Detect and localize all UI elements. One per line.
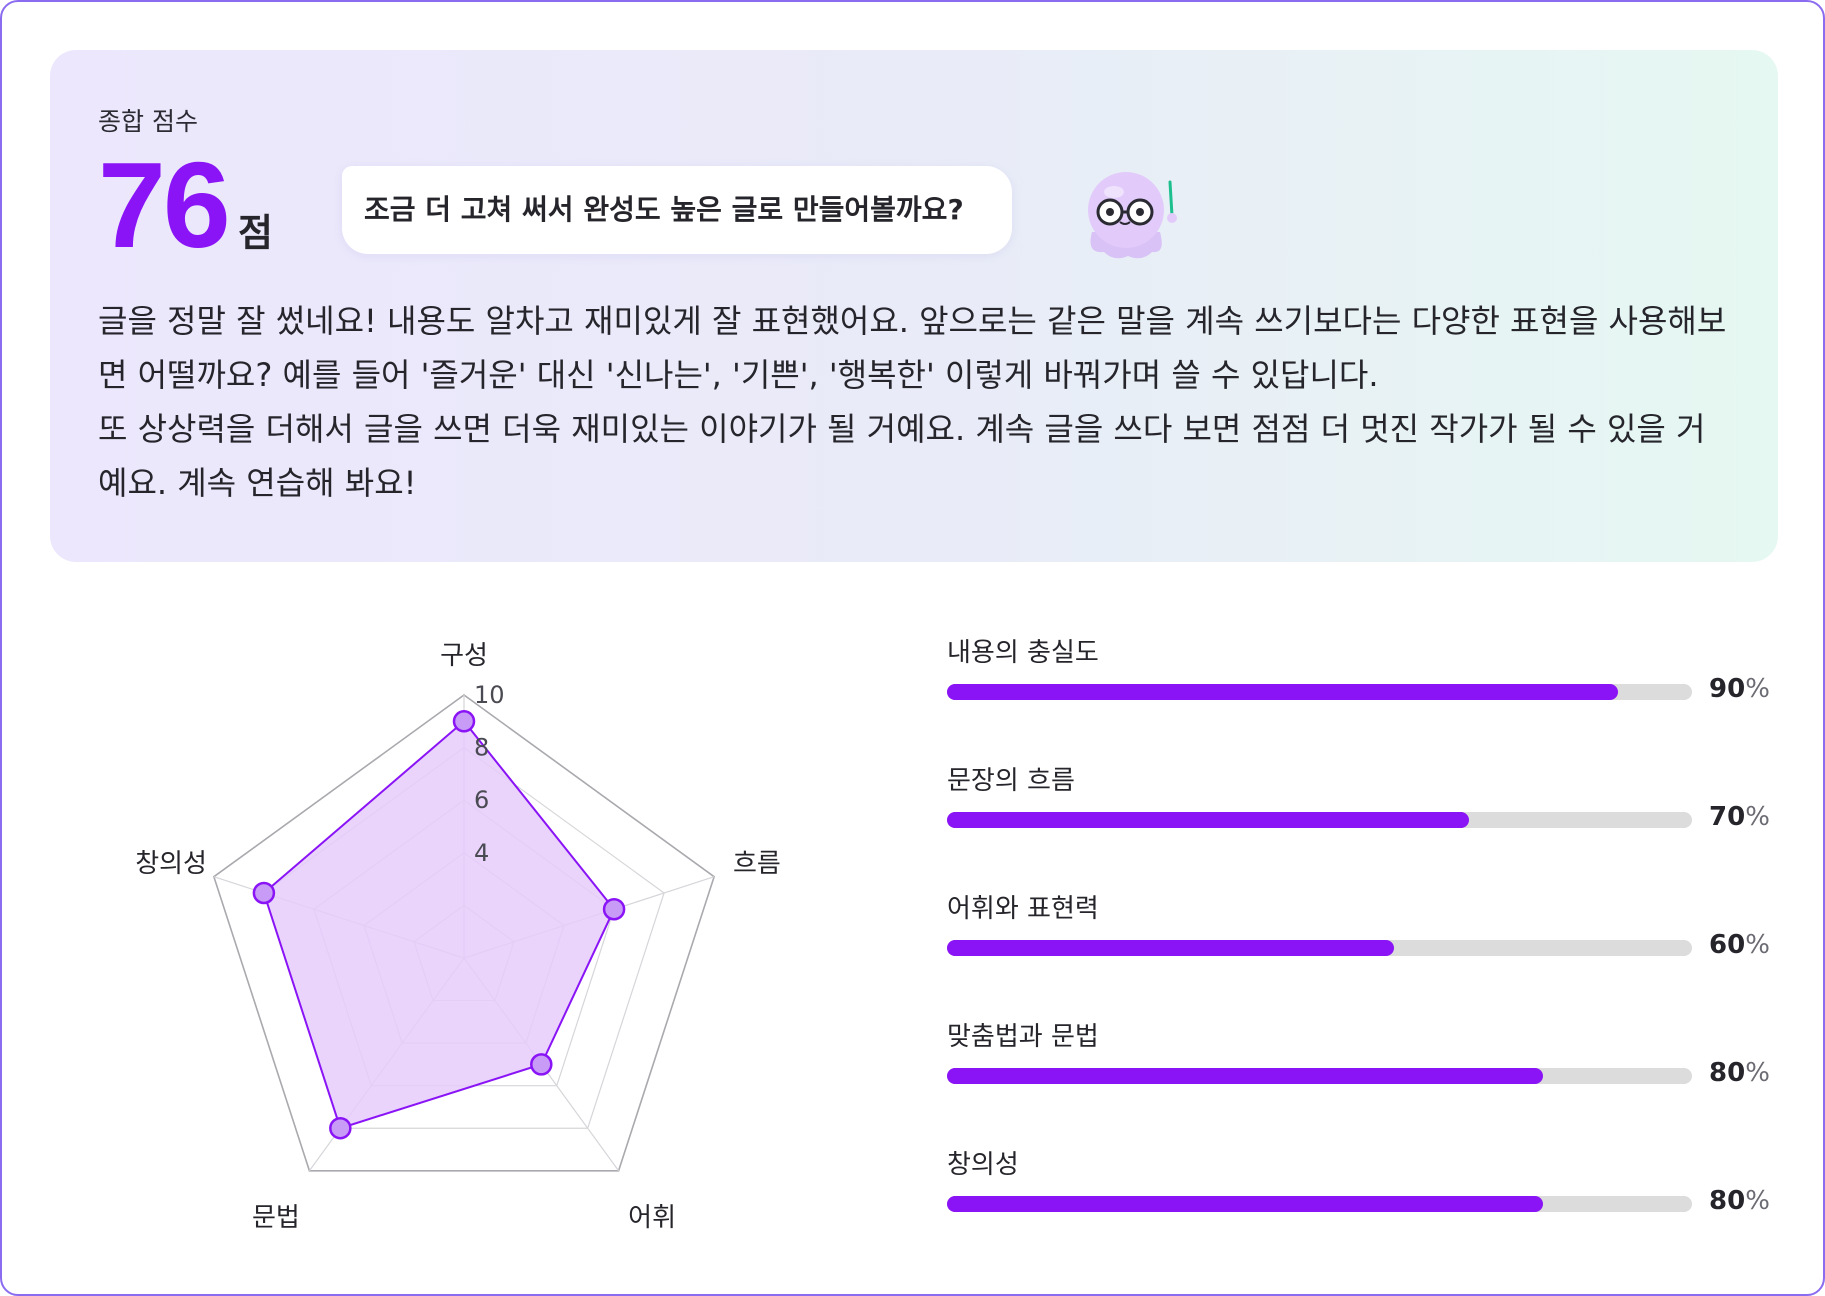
speech-bubble: 조금 더 고쳐 써서 완성도 높은 글로 만들어볼까요? [342, 166, 1012, 254]
bar-value-label: 60% [1709, 930, 1770, 960]
bar-track [947, 940, 1692, 956]
bar-label: 창의성 [947, 1150, 1019, 1180]
bar-value-label: 80% [1709, 1058, 1770, 1088]
radar-point-4 [329, 1116, 352, 1140]
bar-value-number: 60 [1709, 930, 1746, 960]
bar-value-label: 90% [1709, 674, 1770, 704]
bar-value-suffix: % [1745, 1058, 1770, 1088]
bar-fill [947, 1196, 1543, 1212]
radar-axis-label: 문법 [252, 1203, 300, 1233]
feedback-paragraph-1: 글을 정말 잘 썼네요! 내용도 알차고 재미있게 잘 표현했어요. 앞으로는 … [98, 302, 1727, 394]
score-bar-item: 문장의 흐름 70% [947, 760, 1797, 888]
score-bar-item: 맞춤법과 문법 80% [947, 1016, 1797, 1144]
radar-tick-label: 6 [474, 786, 489, 814]
radar-tick-label: 10 [474, 681, 505, 709]
bar-label: 맞춤법과 문법 [947, 1022, 1099, 1052]
feedback-paragraph-2: 또 상상력을 더해서 글을 쓰면 더욱 재미있는 이야기가 될 거예요. 계속 … [98, 410, 1706, 502]
score-bar-item: 창의성 80% [947, 1144, 1797, 1272]
score-bars-chart: 내용의 충실도 90% 문장의 흐름 70% 어휘와 표현력 60% 맞춤법과 문법 80% 창… [947, 632, 1797, 1272]
bar-value-number: 80 [1709, 1186, 1746, 1216]
bar-value-label: 70% [1709, 802, 1770, 832]
radar-point-2 [602, 897, 626, 921]
bar-value-suffix: % [1745, 930, 1770, 960]
radar-tick-label: 4 [474, 839, 489, 867]
bar-value-number: 80 [1709, 1058, 1746, 1088]
radar-axis-label: 흐름 [733, 849, 781, 879]
owl-teacher-mascot-icon [1088, 172, 1177, 259]
bar-value-suffix: % [1745, 674, 1770, 704]
radar-series-area [262, 719, 616, 1130]
score-row: 76 점 조금 더 고쳐 써서 완성도 높은 글로 만들어볼까요? [98, 144, 1730, 272]
score-bar-item: 어휘와 표현력 60% [947, 888, 1797, 1016]
radar-point-3 [530, 1053, 553, 1076]
radar-grid-ring [212, 694, 716, 1172]
bar-fill [947, 940, 1394, 956]
bar-track [947, 684, 1692, 700]
bar-fill [947, 684, 1618, 700]
bar-fill [947, 1068, 1543, 1084]
bar-track [947, 1196, 1692, 1212]
score-bar-item: 내용의 충실도 90% [947, 632, 1797, 760]
radar-point-5 [252, 881, 276, 905]
bar-track [947, 1068, 1692, 1084]
bar-value-number: 90 [1709, 674, 1746, 704]
score-unit: 점 [238, 211, 273, 255]
total-score: 76 [98, 137, 231, 273]
radar-axis-label: 구성 [440, 641, 488, 671]
bar-label: 어휘와 표현력 [947, 894, 1099, 924]
bar-value-label: 80% [1709, 1186, 1770, 1216]
bar-value-number: 70 [1709, 802, 1746, 832]
radar-axis-label: 창의성 [135, 849, 207, 879]
bar-fill [947, 812, 1469, 828]
feedback-text: 글을 정말 잘 썼네요! 내용도 알차고 재미있게 잘 표현했어요. 앞으로는 … [98, 294, 1730, 510]
bar-value-suffix: % [1745, 802, 1770, 832]
bar-label: 문장의 흐름 [947, 766, 1075, 796]
radar-tick-label: 8 [474, 734, 489, 762]
score-label: 종합 점수 [98, 107, 198, 136]
bar-track [947, 812, 1692, 828]
score-summary-panel: 종합 점수 76 점 조금 더 고쳐 써서 완성도 높은 글로 만들어볼까요? … [50, 50, 1778, 562]
radar-axis-label: 어휘 [628, 1203, 676, 1233]
bar-value-suffix: % [1745, 1186, 1770, 1216]
bar-label: 내용의 충실도 [947, 638, 1099, 668]
radar-point-1 [452, 710, 476, 733]
